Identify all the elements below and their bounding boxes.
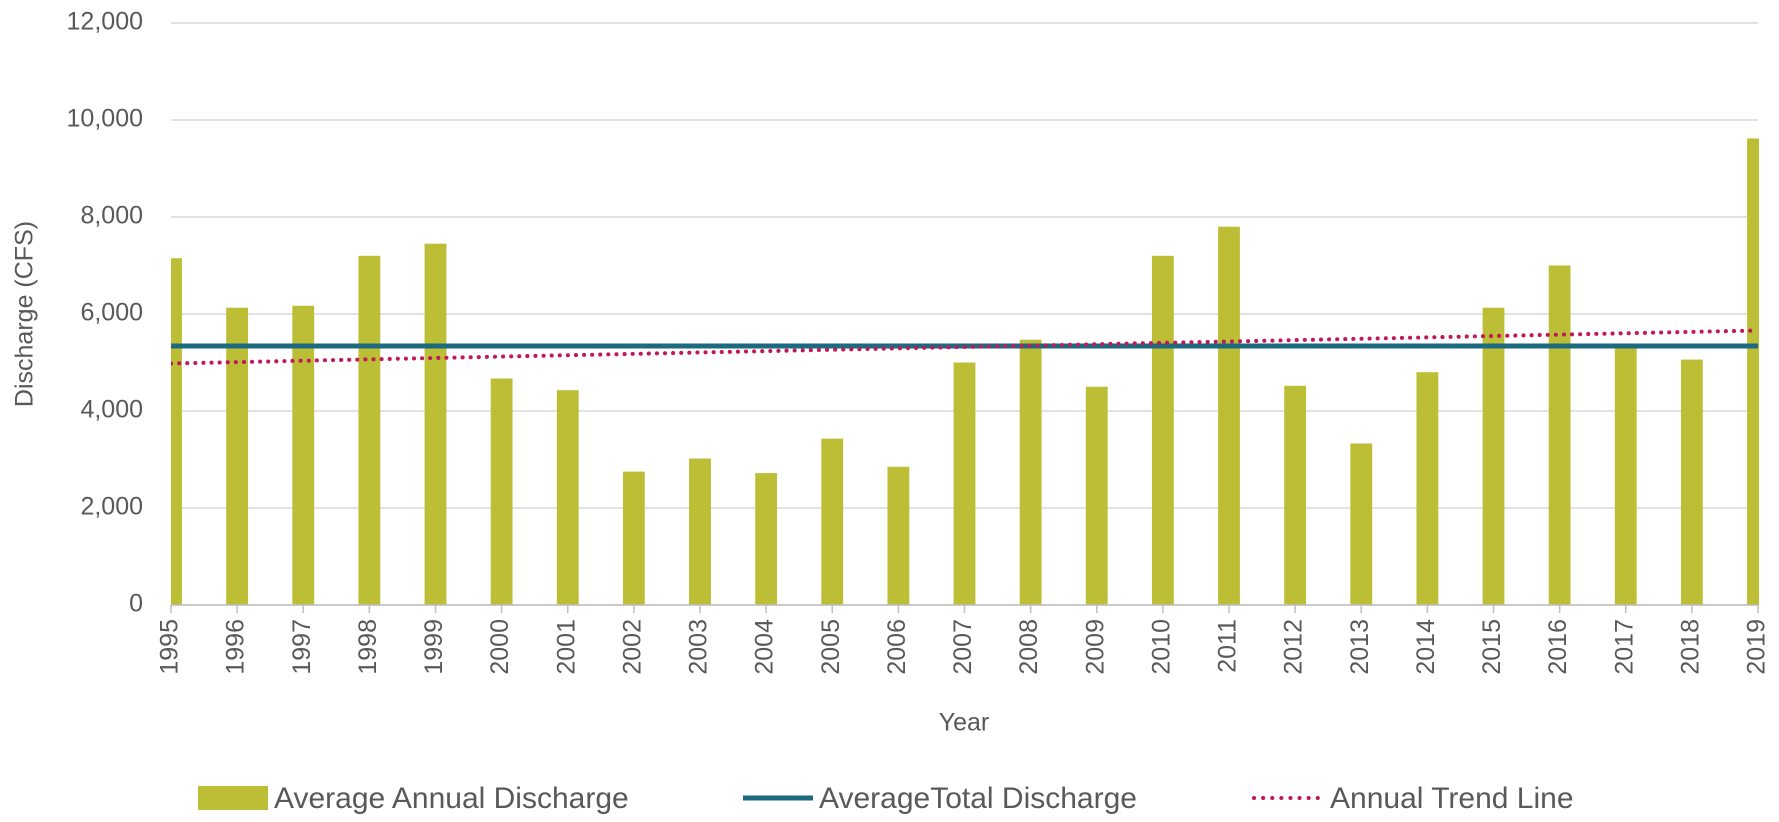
plot-area [171, 138, 1759, 606]
x-tick-label: 2015 [1478, 619, 1506, 675]
bar [1085, 386, 1108, 605]
x-tick-label: 2011 [1214, 619, 1242, 673]
bar [887, 466, 910, 605]
y-tick-label: 12,000 [67, 8, 143, 36]
bar [358, 255, 381, 606]
x-tick-label: 2018 [1676, 619, 1704, 675]
y-tick-label: 4,000 [80, 396, 143, 424]
bar [622, 471, 645, 605]
bar [1548, 265, 1571, 605]
x-tick-label: 1995 [156, 619, 184, 675]
x-tick-label: 2001 [552, 619, 580, 675]
bar [821, 438, 844, 605]
bar [1218, 226, 1240, 605]
bar [292, 305, 315, 605]
x-axis-title: Year [939, 709, 990, 737]
x-tick-label: 2009 [1081, 619, 1109, 675]
y-axis-title: Discharge (CFS) [11, 221, 39, 407]
bar [424, 243, 447, 606]
x-tick-label: 2002 [618, 619, 646, 675]
legend-swatch [198, 786, 268, 810]
bar [689, 458, 711, 605]
x-tick-label: 2010 [1147, 619, 1175, 675]
bar [1416, 372, 1439, 605]
legend-label: Annual Trend Line [1330, 782, 1574, 815]
x-tick-label: 2008 [1015, 619, 1043, 675]
bar [556, 390, 579, 605]
bar [226, 307, 249, 605]
x-tick-label: 2016 [1544, 619, 1572, 675]
bar [1019, 339, 1042, 605]
bar [1151, 255, 1174, 606]
trend-line [171, 328, 1759, 366]
legend-label: AverageTotal Discharge [819, 782, 1137, 815]
bar [1284, 385, 1307, 605]
x-tick-label: 2012 [1280, 619, 1308, 675]
x-tick-label: 2007 [949, 619, 977, 675]
y-tick-label: 8,000 [80, 202, 143, 230]
x-tick-label: 2004 [751, 619, 779, 675]
y-tick-label: 0 [129, 590, 143, 618]
x-tick-label: 1999 [420, 619, 448, 675]
x-tick-label: 2005 [817, 619, 845, 675]
x-tick-label: 2014 [1412, 619, 1440, 675]
bar [171, 258, 182, 605]
bar [755, 473, 778, 605]
x-tick-label: 2003 [685, 619, 713, 675]
legend-label: Average Annual Discharge [274, 782, 629, 815]
y-tick-label: 2,000 [80, 493, 143, 521]
bar [1614, 345, 1637, 605]
x-tick-label: 2006 [883, 619, 911, 675]
y-tick-label: 6,000 [80, 299, 143, 327]
y-tick-label: 10,000 [67, 105, 143, 133]
bar [1482, 307, 1505, 605]
bar [953, 362, 976, 605]
x-tick-label: 1997 [288, 619, 316, 675]
x-tick-label: 1998 [354, 619, 382, 675]
x-tick-label: 1996 [222, 619, 250, 675]
bar [490, 378, 513, 605]
x-tick-label: 2017 [1610, 619, 1638, 675]
bar [1680, 359, 1703, 605]
bar [1747, 138, 1759, 605]
bar [1350, 443, 1373, 605]
x-tick-label: 2000 [486, 619, 514, 675]
x-tick-label: 2013 [1346, 619, 1374, 675]
x-tick-label: 2019 [1743, 619, 1771, 675]
